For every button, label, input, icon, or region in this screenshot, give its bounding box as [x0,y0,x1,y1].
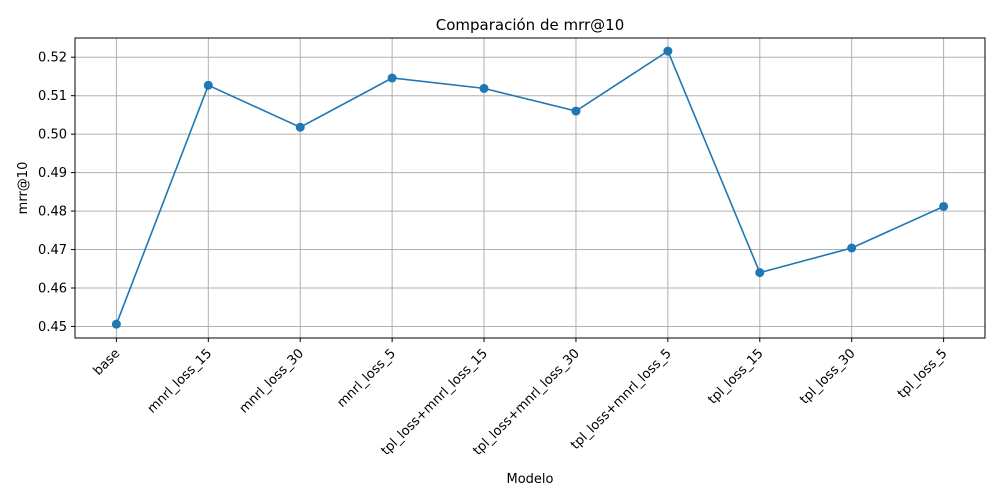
y-axis: 0.45 0.46 0.47 0.48 0.49 0.50 0.51 0.52 [38,51,75,335]
y-tick-label: 0.49 [38,166,67,181]
x-tick-label: mnrl_loss_30 [237,346,307,416]
data-point [663,46,673,56]
data-point [295,122,305,132]
y-axis-label: mrr@10 [16,162,31,215]
x-tick-label: mnrl_loss_15 [145,346,215,416]
y-tick-label: 0.47 [38,243,67,258]
x-axis: base mnrl_loss_15 mnrl_loss_30 mnrl_loss_5t… [91,338,950,459]
x-tick-label: base [91,346,124,379]
x-tick-label: tpl_loss_15 [705,346,766,407]
x-tick-label: tpl_loss_30 [797,346,858,407]
data-point [479,83,489,93]
chart-title: Comparación de mrr@10 [436,16,625,34]
x-axis-label: Modelo [507,472,554,487]
data-point [755,268,765,278]
y-tick-label: 0.48 [38,205,67,220]
x-tick-label: tpl_loss+mnrl_loss_30 [470,346,582,458]
y-tick-label: 0.50 [38,128,67,143]
x-tick-label: tpl_loss+mnrl_loss_15 [378,346,490,458]
x-tick-label: mnrl_loss_5 [334,346,399,411]
data-point [847,243,857,253]
data-point [111,319,121,329]
series-line [115,49,944,325]
y-tick-label: 0.45 [38,320,67,335]
data-point [571,106,581,116]
series [111,46,949,329]
x-tick-label: tpl_loss_5 [895,346,950,401]
plot-area-frame [74,37,986,339]
y-tick-label: 0.46 [38,282,67,297]
data-point [387,73,397,83]
grid [75,38,985,338]
y-tick-label: 0.51 [38,89,67,104]
x-tick-label: tpl_loss+mnrl_loss_5 [568,346,675,453]
data-point [203,80,213,90]
data-point [939,201,949,211]
y-tick-label: 0.52 [38,51,67,66]
